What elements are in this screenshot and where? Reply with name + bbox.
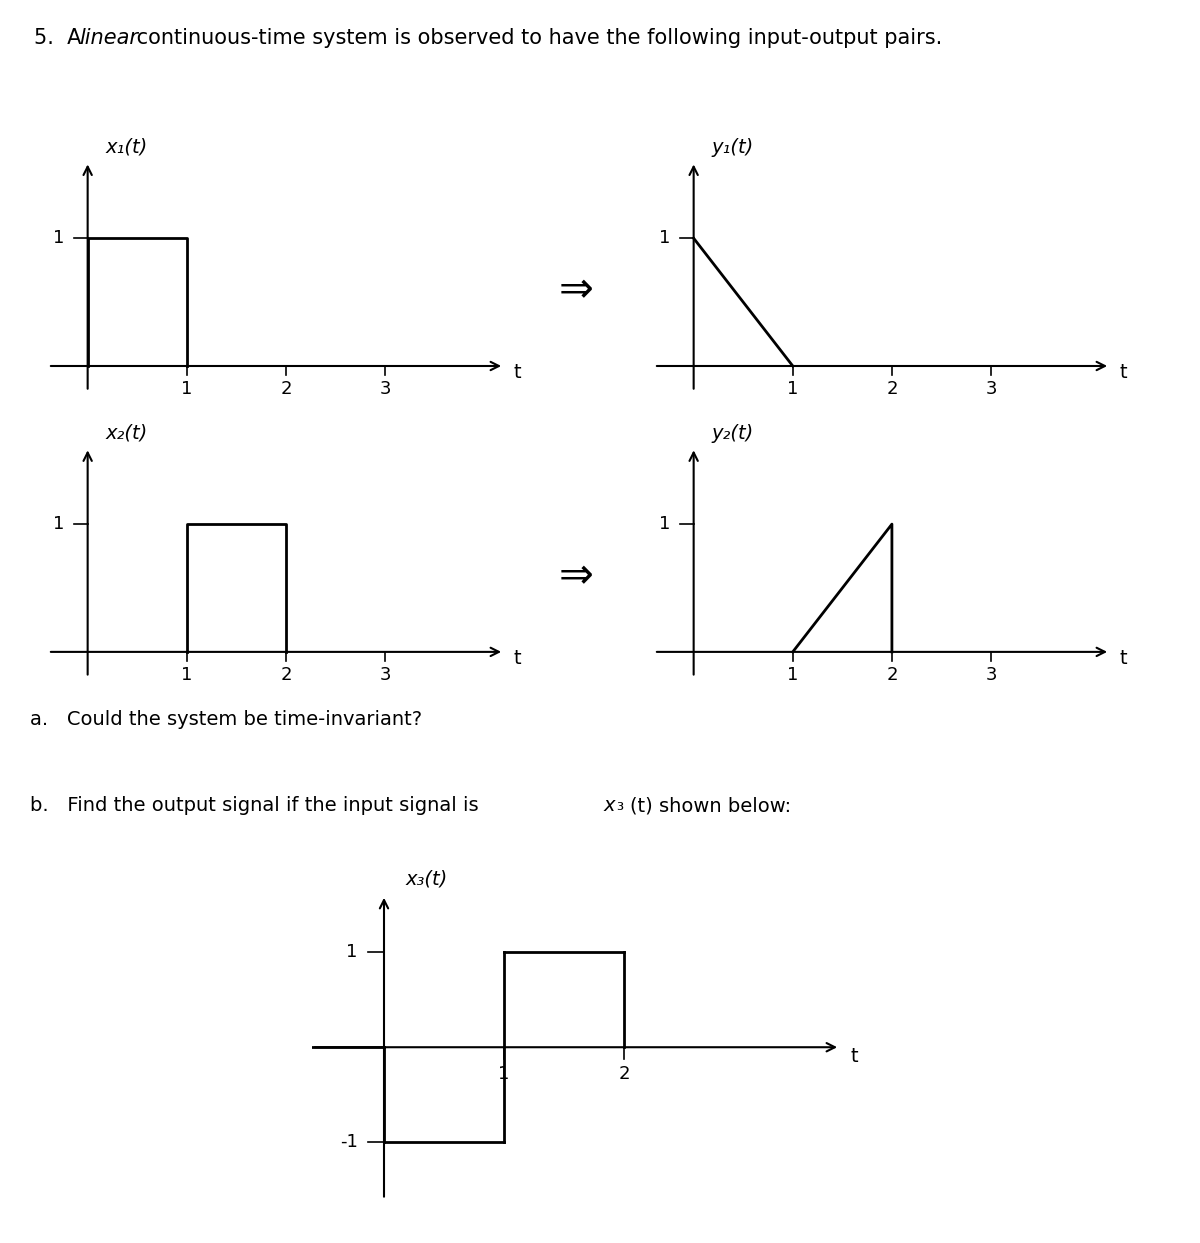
Text: t: t xyxy=(514,649,521,669)
Text: (t) shown below:: (t) shown below: xyxy=(630,796,791,815)
Text: 3: 3 xyxy=(379,666,391,684)
Text: ⇒: ⇒ xyxy=(558,554,594,597)
Text: t: t xyxy=(851,1047,858,1065)
Text: x₁(t): x₁(t) xyxy=(106,138,148,157)
Text: 1: 1 xyxy=(347,943,358,961)
Text: -1: -1 xyxy=(340,1134,358,1151)
Text: t: t xyxy=(1120,363,1127,383)
Text: 2: 2 xyxy=(280,380,292,398)
Text: x₃(t): x₃(t) xyxy=(406,870,448,889)
Text: 5.  A: 5. A xyxy=(34,27,88,47)
Text: b.   Find the output signal if the input signal is: b. Find the output signal if the input s… xyxy=(30,796,485,815)
Text: t: t xyxy=(1120,649,1127,669)
Text: x₂(t): x₂(t) xyxy=(106,424,148,443)
Text: ⇒: ⇒ xyxy=(558,268,594,311)
Text: 1: 1 xyxy=(660,515,671,533)
Text: 2: 2 xyxy=(886,666,898,684)
Text: 2: 2 xyxy=(618,1065,630,1084)
Text: linear: linear xyxy=(79,27,138,47)
Text: 1: 1 xyxy=(181,666,192,684)
Text: 2: 2 xyxy=(280,666,292,684)
Text: x: x xyxy=(604,796,616,815)
Text: 1: 1 xyxy=(660,229,671,247)
Text: 3: 3 xyxy=(379,380,391,398)
Text: 1: 1 xyxy=(181,380,192,398)
Text: y₁(t): y₁(t) xyxy=(712,138,754,157)
Text: 1: 1 xyxy=(498,1065,510,1084)
Text: 1: 1 xyxy=(787,380,798,398)
Text: ₃: ₃ xyxy=(617,796,624,814)
Text: 2: 2 xyxy=(886,380,898,398)
Text: 3: 3 xyxy=(985,380,997,398)
Text: y₂(t): y₂(t) xyxy=(712,424,754,443)
Text: 3: 3 xyxy=(985,666,997,684)
Text: a.   Could the system be time-invariant?: a. Could the system be time-invariant? xyxy=(30,710,422,730)
Text: 1: 1 xyxy=(54,229,65,247)
Text: 1: 1 xyxy=(787,666,798,684)
Text: continuous-time system is observed to have the following input-output pairs.: continuous-time system is observed to ha… xyxy=(130,27,942,47)
Text: t: t xyxy=(514,363,521,383)
Text: 1: 1 xyxy=(54,515,65,533)
